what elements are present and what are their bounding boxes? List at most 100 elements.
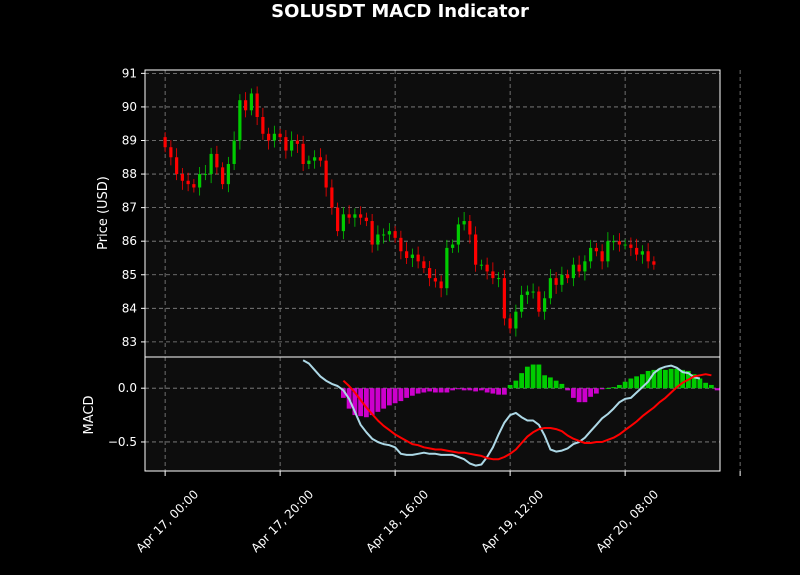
macd-histogram-bar: [386, 388, 392, 406]
candle-body: [238, 100, 242, 141]
price-y-tick-label: 87: [122, 201, 137, 215]
candle-body: [359, 214, 363, 218]
candle-body: [416, 254, 420, 262]
macd-histogram-bar: [668, 368, 674, 389]
macd-histogram-bar: [639, 374, 645, 389]
price-y-tick-label: 86: [122, 234, 137, 248]
candle-body: [548, 278, 552, 299]
candle-body: [525, 291, 529, 295]
macd-histogram-bar: [530, 364, 536, 389]
macd-histogram-bar: [565, 388, 571, 391]
macd-histogram-bar: [559, 383, 565, 389]
candle-body: [566, 274, 570, 279]
macd-line: [302, 359, 701, 467]
macd-histogram-bar: [381, 388, 387, 409]
candle-body: [318, 157, 322, 161]
macd-histogram-bar: [340, 388, 346, 398]
candle-body: [221, 167, 225, 185]
candle-body: [451, 244, 455, 248]
macd-histogram-bar: [398, 388, 404, 402]
candle-body: [307, 160, 311, 164]
macd-histogram-bar: [570, 388, 576, 398]
candle-body: [192, 184, 196, 188]
candle-body: [399, 237, 403, 252]
macd-histogram-bar: [421, 388, 427, 393]
price-panel: 83 84 85 86 87 88 89 90 91: [122, 66, 741, 358]
macd-histogram-bar: [542, 375, 548, 389]
price-y-tick-label: 84: [122, 301, 137, 315]
macd-histogram-bar: [450, 388, 456, 391]
candle-body: [468, 221, 472, 235]
candle-body: [433, 278, 437, 282]
macd-histogram-bar: [662, 369, 668, 389]
price-y-tick-label: 90: [122, 100, 137, 114]
candle-body: [341, 214, 345, 232]
macd-histogram-bar: [674, 368, 680, 389]
macd-histogram-bar: [680, 369, 686, 389]
candle-body: [226, 163, 230, 185]
candle-body: [445, 247, 449, 289]
macd-histogram-bar: [536, 364, 542, 389]
candle-body: [502, 278, 506, 319]
macd-histogram-bar: [415, 388, 421, 394]
macd-histogram-bar: [703, 382, 709, 389]
candle-body: [203, 174, 207, 176]
macd-histogram-bar: [369, 388, 375, 416]
macd-plot-area: [145, 357, 720, 471]
candle-body: [514, 311, 518, 329]
candle-body: [313, 157, 317, 161]
candle-body: [209, 153, 213, 175]
candle-body: [215, 153, 219, 168]
macd-panel: −0.5 0.0: [108, 356, 741, 472]
candle-body: [571, 264, 575, 279]
macd-histogram-bar: [547, 377, 553, 389]
candle-body: [278, 133, 282, 138]
macd-histogram-bar: [404, 388, 410, 398]
price-y-tick-label: 88: [122, 167, 137, 181]
candle-body: [232, 140, 236, 164]
macd-histogram-bar: [461, 388, 467, 391]
candle-body: [531, 291, 535, 293]
macd-histogram-bar: [490, 388, 496, 394]
candle-body: [249, 93, 253, 111]
macd-histogram-bar: [519, 373, 525, 389]
macd-histogram-bar: [513, 380, 519, 389]
candle-body: [474, 234, 478, 265]
candle-body: [255, 93, 259, 117]
candle-body: [428, 268, 432, 279]
candle-body: [617, 241, 621, 245]
macd-histogram-bar: [409, 388, 415, 396]
price-y-tick-label: 91: [122, 66, 137, 80]
macd-histogram-bar: [432, 388, 438, 393]
chart-title: SOLUSDT MACD Indicator: [271, 1, 529, 22]
candle-body: [479, 264, 483, 266]
macd-histogram-bar: [507, 384, 513, 389]
macd-histogram-bar: [651, 369, 657, 389]
macd-histogram-bar: [657, 368, 663, 389]
macd-histogram-bar: [708, 384, 714, 389]
macd-histogram-bar: [358, 388, 364, 417]
candle-body: [462, 221, 466, 225]
macd-histogram-bar: [455, 388, 461, 390]
macd-histogram-bar: [634, 376, 640, 389]
macd-histogram-bar: [501, 388, 507, 395]
candle-body: [652, 261, 656, 265]
candle-body: [600, 251, 604, 262]
candle-body: [336, 207, 340, 232]
price-y-tick-label: 89: [122, 133, 137, 147]
macd-histogram-bar: [553, 380, 559, 389]
candle-body: [623, 244, 627, 246]
macd-histogram-bar: [628, 378, 634, 389]
macd-y-tick-label: −0.5: [108, 435, 137, 449]
candle-body: [163, 137, 167, 148]
candle-body: [198, 174, 202, 188]
candle-body: [186, 180, 190, 185]
candle-body: [175, 157, 179, 175]
macd-histogram-bar: [478, 388, 484, 391]
macd-histogram-bar: [524, 366, 530, 389]
macd-panel-frame: [144, 356, 721, 472]
macd-histogram-bar: [375, 388, 381, 412]
candle-body: [485, 264, 489, 272]
macd-histogram-bar: [576, 388, 582, 403]
candle-body: [370, 221, 374, 245]
